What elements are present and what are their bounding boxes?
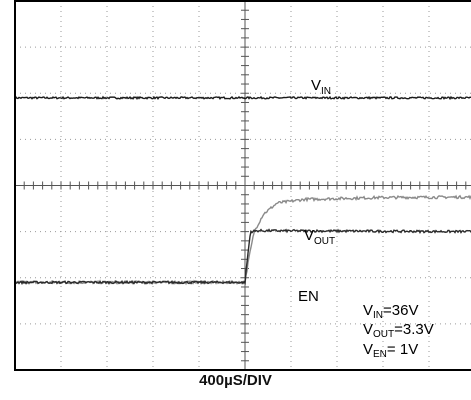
trace-en — [14, 228, 471, 286]
series-label-en: EN — [298, 288, 319, 305]
graticule — [14, 0, 471, 371]
series-label-vout-main: V — [304, 227, 314, 244]
annotation-vout-main: V — [363, 321, 373, 338]
oscilloscope-plot: VIN VOUT EN VIN=36V VOUT=3.3V VEN= 1V — [14, 0, 471, 371]
annotation-vout: VOUT=3.3V — [363, 321, 434, 340]
annotation-vin-main: V — [363, 302, 373, 319]
trace-vin — [14, 95, 471, 101]
series-label-en-main: EN — [298, 288, 319, 305]
timebase-label: 400µS/DIV — [199, 372, 272, 389]
series-label-vout: VOUT — [304, 227, 335, 247]
annotation-vout-value: =3.3V — [394, 321, 434, 338]
annotation-ven-main: V — [363, 341, 373, 358]
series-label-vout-sub: OUT — [314, 236, 335, 247]
series-label-vin-sub: IN — [321, 86, 331, 97]
annotation-ven-value: = 1V — [387, 341, 418, 358]
plot-frame — [14, 0, 471, 371]
annotation-vin-value: =36V — [383, 302, 418, 319]
annotation-vout-sub: OUT — [373, 329, 394, 340]
annotation-ven: VEN= 1V — [363, 341, 418, 360]
annotation-vin: VIN=36V — [363, 302, 418, 321]
series-label-vin-main: V — [311, 77, 321, 94]
annotation-vin-sub: IN — [373, 310, 383, 321]
series-label-vin: VIN — [311, 77, 331, 97]
annotation-ven-sub: EN — [373, 349, 387, 360]
traces — [14, 95, 471, 286]
